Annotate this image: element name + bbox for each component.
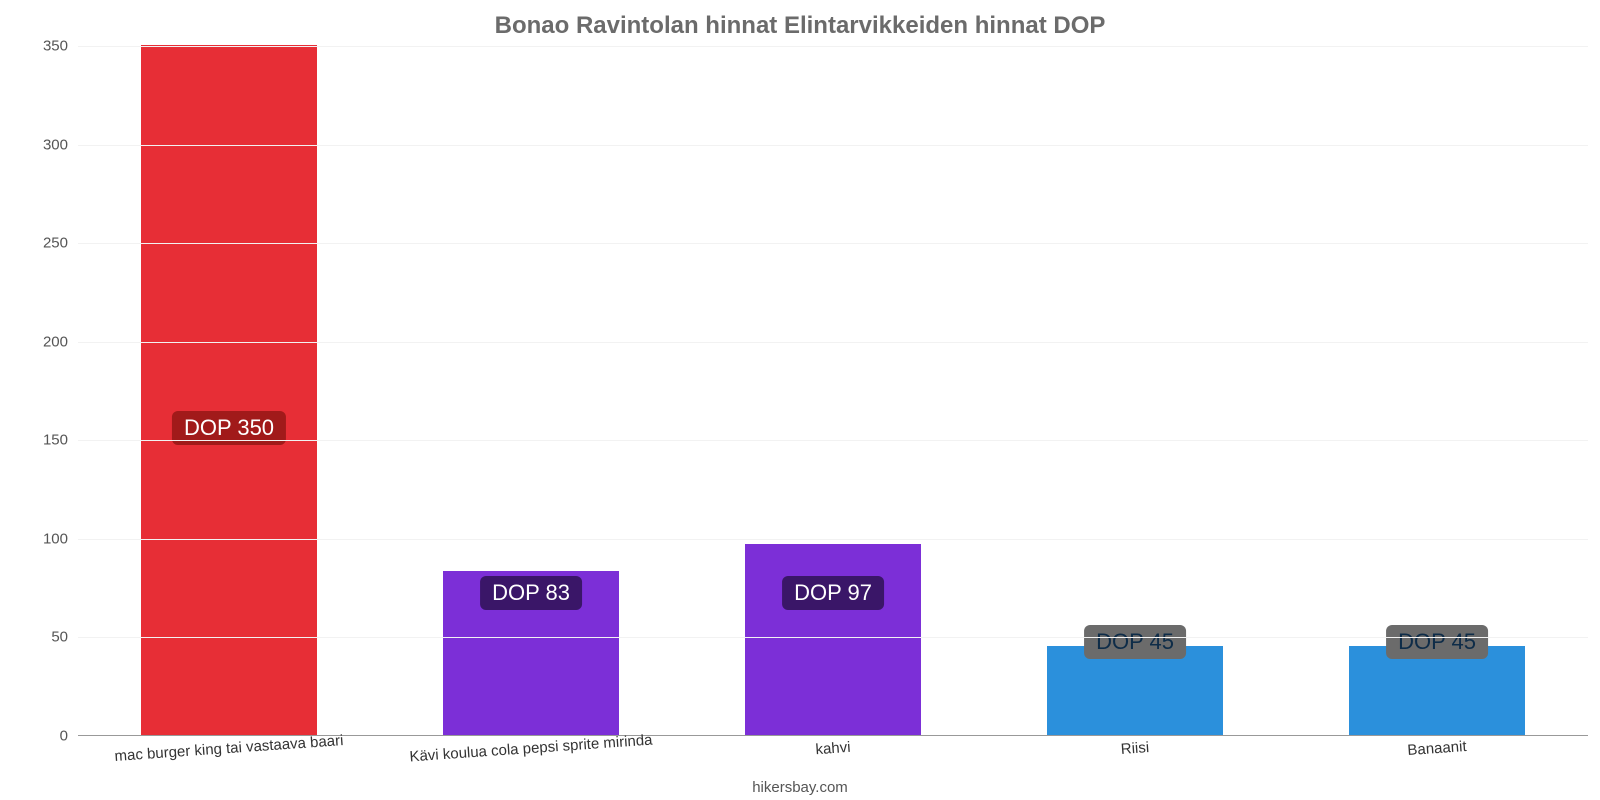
- grid-line: [78, 440, 1588, 441]
- bar: DOP 83: [443, 571, 618, 735]
- bar-slot: DOP 45: [984, 46, 1286, 735]
- y-tick-label: 150: [18, 432, 68, 449]
- y-tick-label: 300: [18, 136, 68, 153]
- bar: DOP 45: [1047, 646, 1222, 735]
- grid-line: [78, 145, 1588, 146]
- bars-group: DOP 350DOP 83DOP 97DOP 45DOP 45: [78, 46, 1588, 735]
- bar-slot: DOP 83: [380, 46, 682, 735]
- chart-title: Bonao Ravintolan hinnat Elintarvikkeiden…: [0, 0, 1600, 40]
- y-tick-label: 50: [18, 629, 68, 646]
- bar-slot: DOP 45: [1286, 46, 1588, 735]
- bar-value-label: DOP 45: [1386, 625, 1488, 659]
- y-tick-label: 250: [18, 235, 68, 252]
- bar-slot: DOP 97: [682, 46, 984, 735]
- bar-slot: DOP 350: [78, 46, 380, 735]
- bar: DOP 45: [1349, 646, 1524, 735]
- y-tick-label: 100: [18, 530, 68, 547]
- bar: DOP 97: [745, 544, 920, 735]
- price-bar-chart: Bonao Ravintolan hinnat Elintarvikkeiden…: [0, 0, 1600, 800]
- grid-line: [78, 46, 1588, 47]
- credit-text: hikersbay.com: [0, 779, 1600, 796]
- grid-line: [78, 342, 1588, 343]
- x-axis-labels: mac burger king tai vastaava baariKävi k…: [78, 740, 1588, 757]
- plot-area: DOP 350DOP 83DOP 97DOP 45DOP 45 05010015…: [78, 46, 1588, 736]
- grid-line: [78, 539, 1588, 540]
- grid-line: [78, 243, 1588, 244]
- grid-line: [78, 637, 1588, 638]
- bar-value-label: DOP 97: [782, 576, 884, 610]
- bar-value-label: DOP 45: [1084, 625, 1186, 659]
- y-tick-label: 350: [18, 38, 68, 55]
- y-tick-label: 0: [18, 728, 68, 745]
- bar-value-label: DOP 83: [480, 576, 582, 610]
- bar: DOP 350: [141, 45, 316, 735]
- y-tick-label: 200: [18, 333, 68, 350]
